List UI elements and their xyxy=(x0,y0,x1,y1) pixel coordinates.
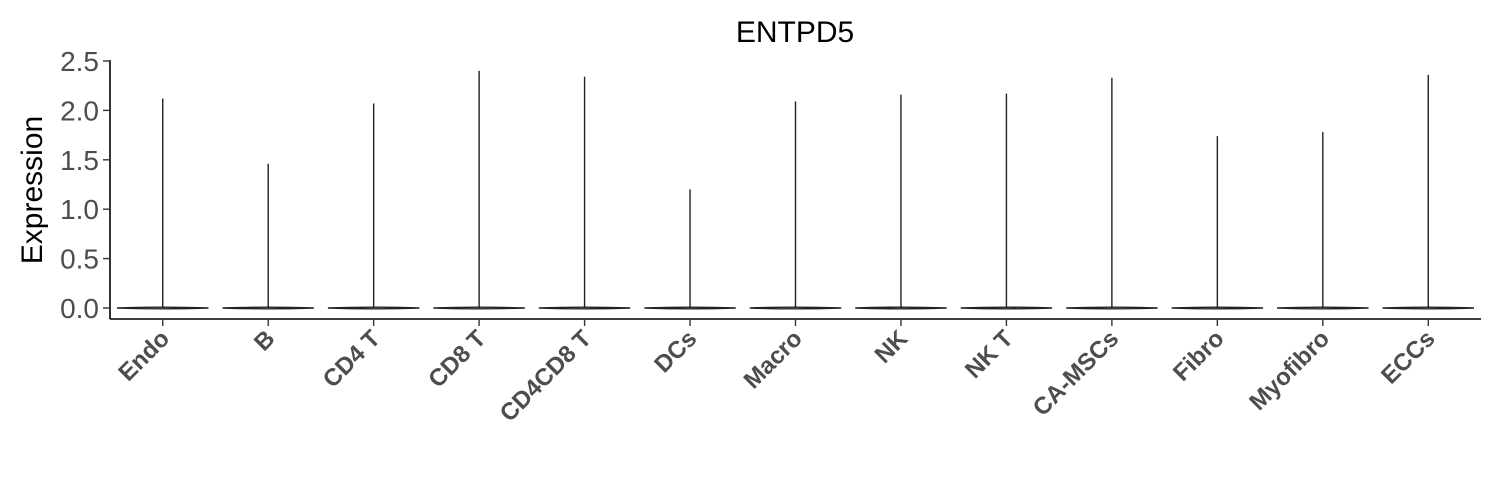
violin-ca-mscs xyxy=(1066,77,1158,310)
x-tick-label: NK T xyxy=(960,325,1019,384)
x-tick-label: CD4 T xyxy=(318,325,386,393)
violin-body xyxy=(433,306,525,310)
violin-body xyxy=(116,306,209,310)
violin-endo xyxy=(116,98,209,310)
violin-cd8-t xyxy=(433,70,525,310)
x-tick-label: Macro xyxy=(739,325,808,394)
violin-eccs xyxy=(1382,74,1475,310)
violin-cd4cd8-t xyxy=(538,76,631,310)
x-tick-label: DCs xyxy=(649,325,702,378)
y-tick-label: 1.5 xyxy=(60,145,99,176)
violin-macro xyxy=(749,101,842,310)
violin-nk-t xyxy=(960,93,1053,310)
x-ticks: Endo B CD4 T CD8 T CD4CD8 T DCs Macro NK NK T CA-… xyxy=(113,319,1441,427)
violin-myofibro xyxy=(1277,132,1369,310)
violin-dcs xyxy=(644,189,736,310)
x-tick-label: B xyxy=(249,325,280,356)
x-tick-label: CD4CD8 T xyxy=(495,325,597,427)
y-tick-label: 2.0 xyxy=(60,95,99,126)
chart-title: ENTPD5 xyxy=(736,16,854,49)
x-tick-label: ECCs xyxy=(1376,325,1440,389)
x-tick-label: Fibro xyxy=(1168,325,1230,387)
violin-cd4-t xyxy=(327,103,420,310)
x-tick-label: NK xyxy=(870,325,914,369)
x-tick-label: Endo xyxy=(113,325,175,387)
violin-body xyxy=(1277,306,1369,310)
violin-body xyxy=(327,306,420,310)
violins xyxy=(116,70,1475,310)
violin-body xyxy=(855,306,947,310)
violin-body xyxy=(538,306,631,310)
violin-body xyxy=(644,306,736,310)
violin-body xyxy=(222,306,314,310)
y-tick-label: 0.0 xyxy=(60,293,99,324)
y-axis-label: Expression xyxy=(16,116,49,264)
violin-body xyxy=(1066,306,1158,310)
x-tick-label: Myofibro xyxy=(1244,325,1335,416)
violin-body xyxy=(1382,306,1475,310)
x-tick-label: CD8 T xyxy=(423,325,491,393)
violin-body xyxy=(960,306,1053,310)
violin-fibro xyxy=(1171,136,1264,310)
y-ticks: 0.0 0.5 1.0 1.5 2.0 2.5 xyxy=(60,46,110,324)
x-tick-label: CA-MSCs xyxy=(1028,325,1124,421)
y-tick-label: 0.5 xyxy=(60,244,99,275)
y-tick-label: 2.5 xyxy=(60,46,99,77)
violin-b xyxy=(222,163,314,310)
violin-body xyxy=(749,306,842,310)
violin-nk xyxy=(855,94,947,310)
violin-body xyxy=(1171,306,1264,310)
y-tick-label: 1.0 xyxy=(60,194,99,225)
